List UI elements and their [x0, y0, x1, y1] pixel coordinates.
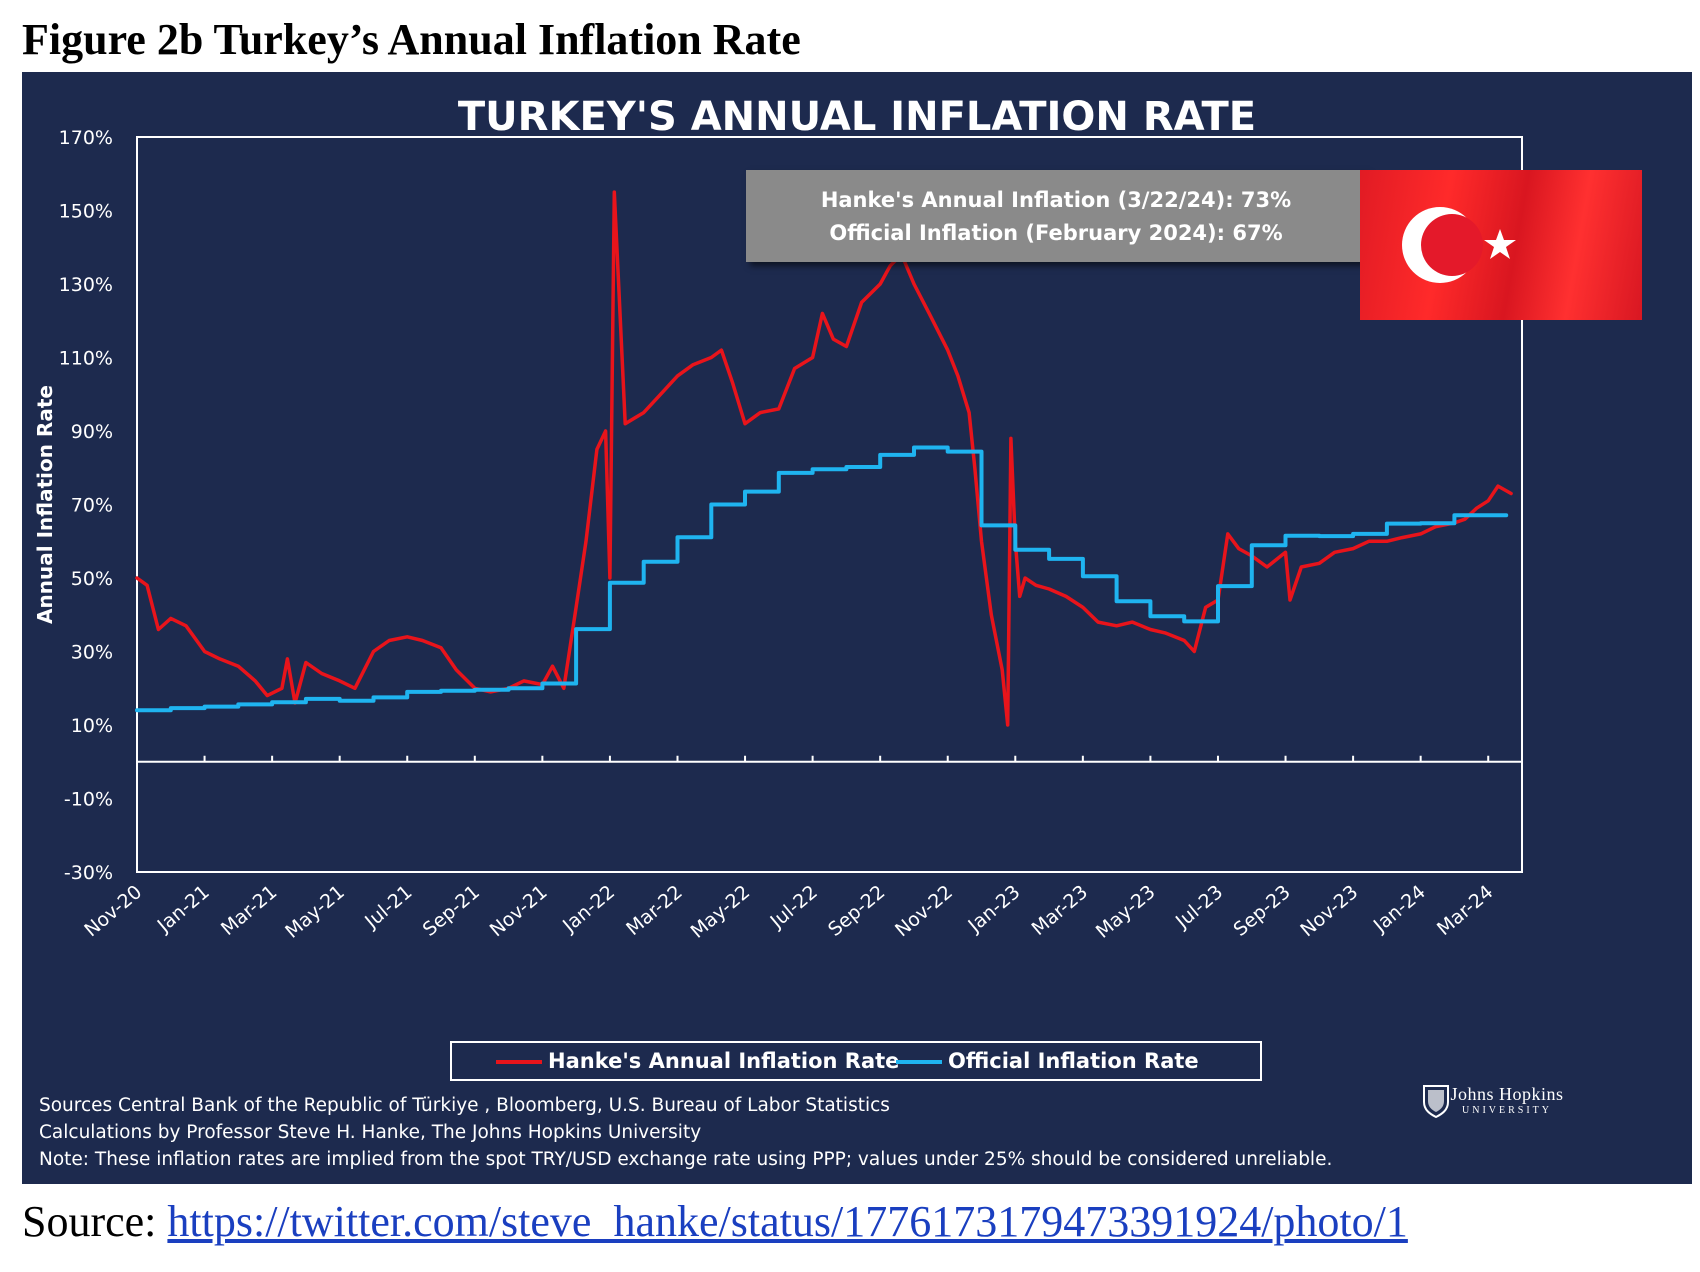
- y-tick-label: 10%: [71, 715, 113, 737]
- calculations-note: Calculations by Professor Steve H. Hanke…: [39, 1122, 702, 1143]
- legend-swatch-official: [896, 1060, 942, 1064]
- x-tick-label: May-23: [1092, 881, 1160, 943]
- legend-item-hanke: Hanke's Annual Inflation Rate: [496, 1043, 899, 1079]
- y-axis-label: Annual Inflation Rate: [33, 385, 57, 624]
- x-tick-label: Mar-24: [1433, 881, 1497, 940]
- y-tick-label: 170%: [59, 127, 113, 149]
- x-tick-label: Jan-23: [963, 881, 1024, 937]
- x-tick-label: Mar-22: [622, 881, 686, 940]
- legend-item-official: Official Inflation Rate: [896, 1043, 1199, 1079]
- x-tick-label: Sep-22: [824, 881, 889, 941]
- y-tick-label: 90%: [71, 421, 113, 443]
- source-prefix: Source:: [22, 1197, 168, 1246]
- chart-title: TURKEY'S ANNUAL INFLATION RATE: [457, 94, 1257, 140]
- x-tick-label: Nov-21: [486, 881, 552, 941]
- legend-label-hanke: Hanke's Annual Inflation Rate: [548, 1049, 900, 1073]
- x-tick-label: May-21: [281, 881, 349, 943]
- x-tick-label: Mar-23: [1028, 881, 1092, 940]
- y-tick-label: 130%: [59, 274, 113, 296]
- x-tick-label: May-22: [687, 881, 755, 943]
- source-link[interactable]: https://twitter.com/steve_hanke/status/1…: [167, 1197, 1408, 1246]
- y-tick-label: 30%: [71, 642, 113, 664]
- info-line-hanke: Hanke's Annual Inflation (3/22/24): 73%: [820, 188, 1292, 212]
- official-inflation-line: [135, 445, 1509, 713]
- chart-svg: -30% -10% 10% 30% 50% 70% 90% 110% 130% 150% 170% A…: [33, 127, 1523, 943]
- turkish-flag-icon: [1360, 170, 1642, 320]
- y-tick-label: -30%: [64, 862, 113, 884]
- jhu-logo-name: Johns Hopkins: [1450, 1084, 1564, 1104]
- chart-notes: Sources Central Bank of the Republic of …: [39, 1092, 1332, 1173]
- chart-legend: Hanke's Annual Inflation Rate Official I…: [450, 1041, 1262, 1081]
- x-tick-label: Nov-23: [1296, 881, 1362, 941]
- info-box: Hanke's Annual Inflation (3/22/24): 73% …: [746, 170, 1366, 262]
- jhu-logo: Johns Hopkins UNIVERSITY: [1422, 1084, 1592, 1118]
- x-tick-label: Jul-22: [766, 881, 822, 933]
- x-tick-label: Jan-24: [1369, 881, 1430, 937]
- x-tick-label: Jan-21: [153, 881, 214, 937]
- y-tick-label: 70%: [71, 495, 113, 517]
- x-tick-label: Nov-22: [891, 881, 957, 941]
- y-tick-label: 50%: [71, 568, 113, 590]
- reliability-note: Note: These inflation rates are implied …: [39, 1149, 1333, 1170]
- hanke-inflation-line: [135, 190, 1513, 727]
- x-tick-label: Sep-21: [419, 881, 484, 941]
- x-tick-label: Mar-21: [217, 881, 281, 940]
- chart-panel: -30% -10% 10% 30% 50% 70% 90% 110% 130% 150% 170% A…: [22, 72, 1692, 1184]
- x-tick-label: Sep-23: [1229, 881, 1294, 941]
- figure-title: Figure 2b Turkey’s Annual Inflation Rate: [22, 15, 801, 64]
- x-tick-label: Jul-21: [360, 881, 416, 933]
- y-tick-label: 150%: [59, 201, 113, 223]
- source-line: Source: https://twitter.com/steve_hanke/…: [22, 1196, 1408, 1247]
- legend-label-official: Official Inflation Rate: [948, 1049, 1199, 1073]
- x-tick-label: Jul-23: [1171, 881, 1227, 933]
- x-tick-label: Jan-22: [558, 881, 619, 937]
- x-tick-label: Nov-20: [80, 881, 146, 941]
- jhu-logo-sub: UNIVERSITY: [1462, 1105, 1552, 1116]
- plot-frame: [136, 136, 1523, 873]
- info-line-official: Official Inflation (February 2024): 67%: [829, 221, 1283, 245]
- y-tick-label: -10%: [64, 789, 113, 811]
- jhu-shield-icon: [1423, 1085, 1449, 1118]
- y-tick-label: 110%: [59, 348, 113, 370]
- sources-note: Sources Central Bank of the Republic of …: [39, 1095, 890, 1116]
- legend-swatch-hanke: [496, 1060, 542, 1064]
